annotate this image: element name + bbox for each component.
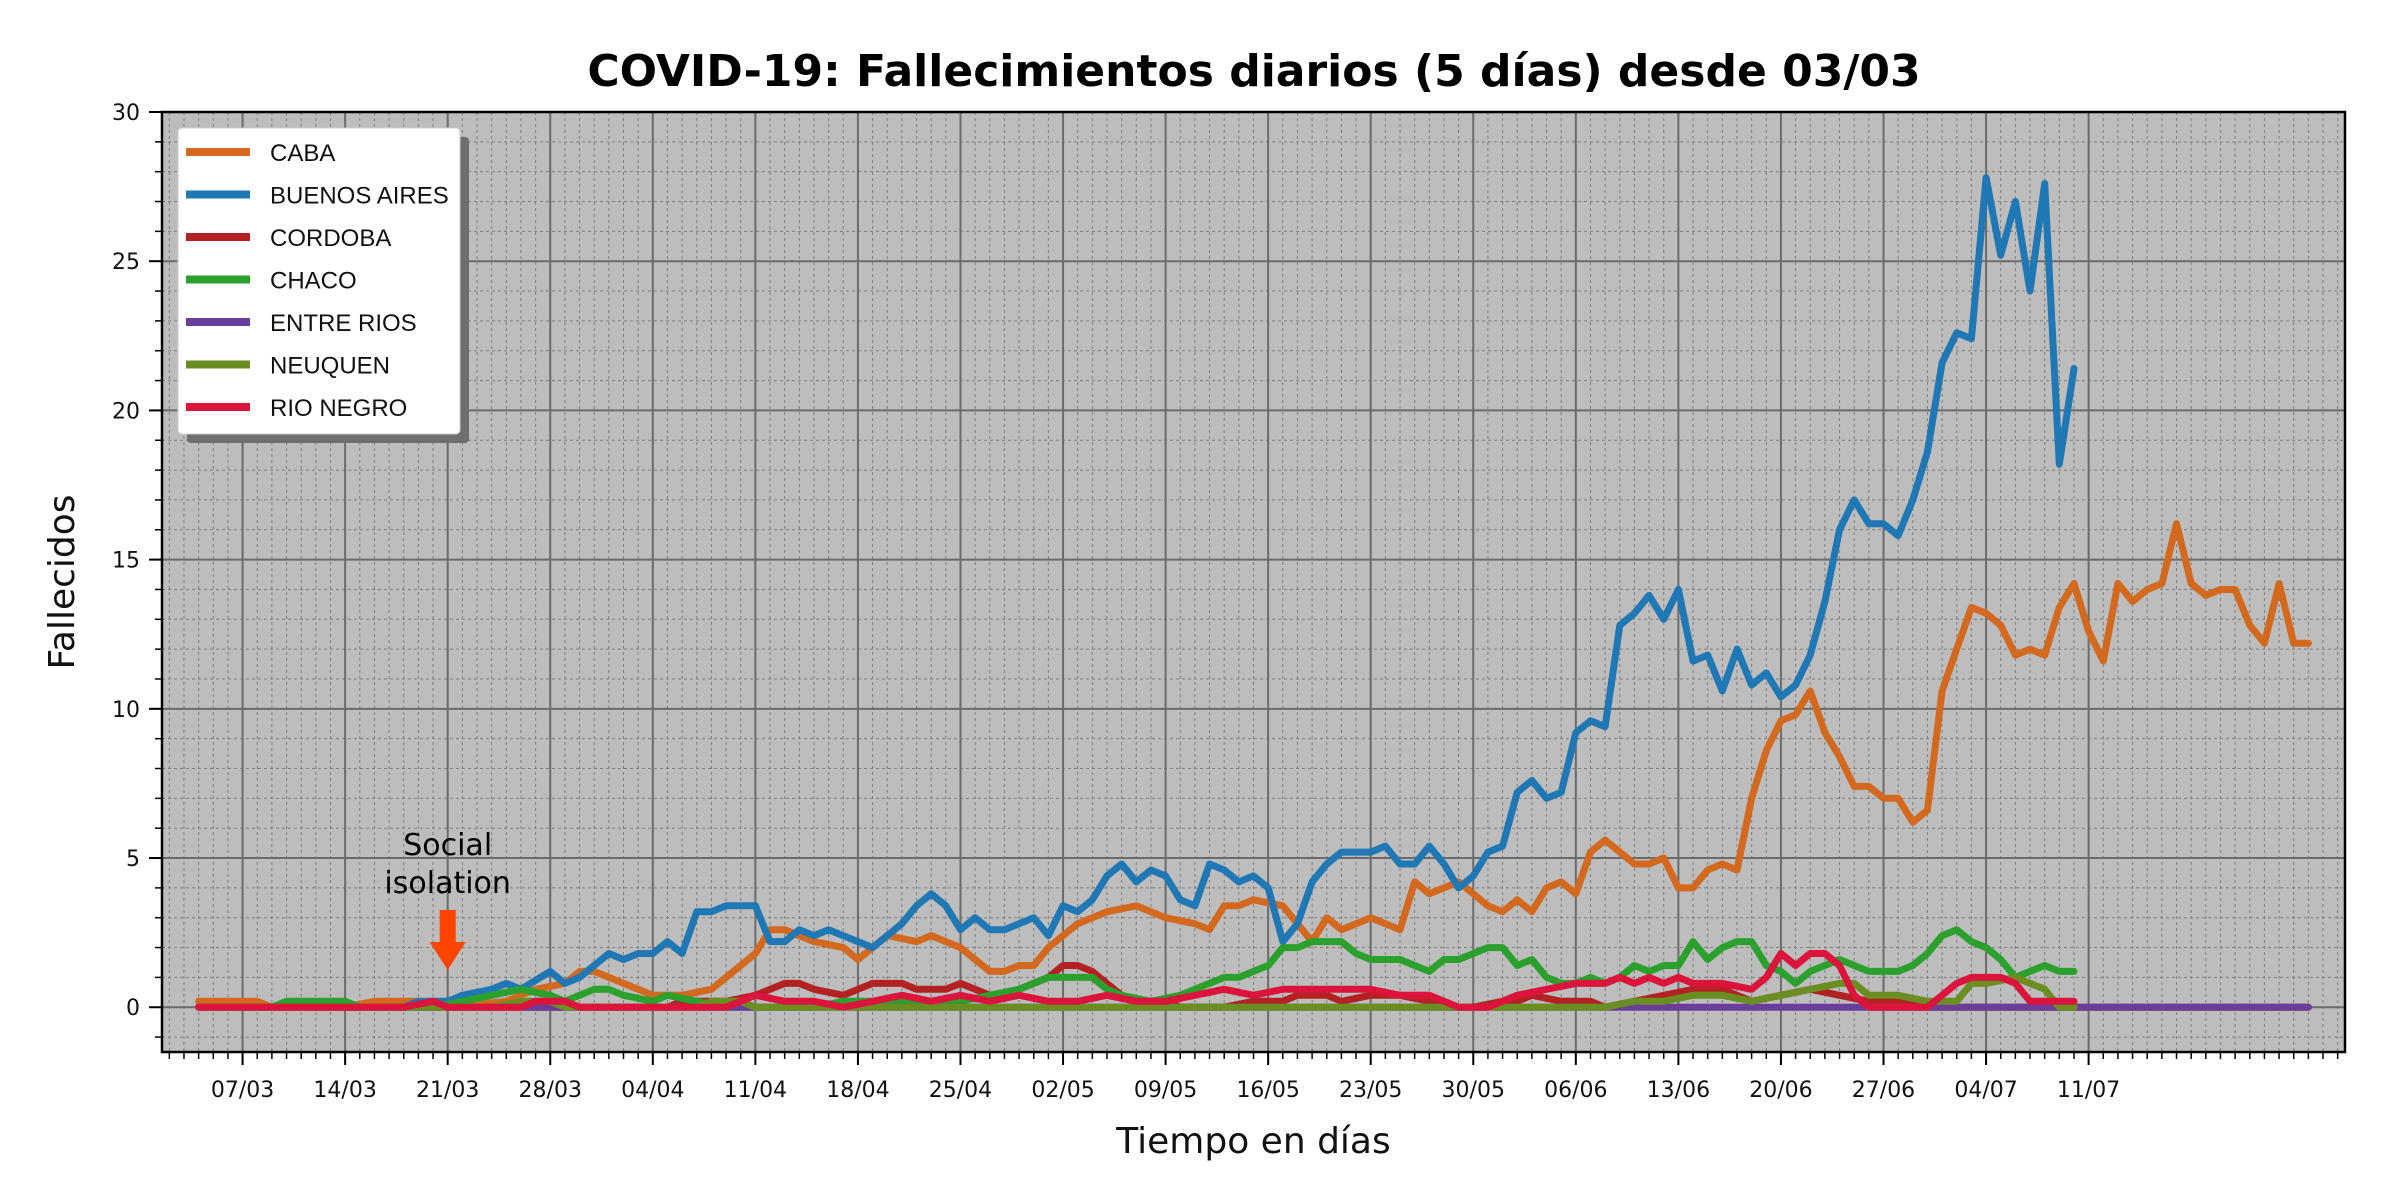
x-tick-label: 13/06 [1647,1078,1710,1103]
series-line-chaco [195,926,2078,1011]
series-line-caba [195,520,2312,1011]
legend-box [177,127,461,435]
x-tick-label: 11/04 [724,1078,787,1103]
chart-title: COVID-19: Fallecimientos diarios (5 días… [587,46,1920,97]
x-tick-label: 06/06 [1544,1078,1607,1103]
x-tick-label: 23/05 [1339,1078,1402,1103]
down-arrow-icon [429,910,466,970]
annotation: Social isolation [384,828,511,970]
series-line-buenos-aires [195,174,2078,1011]
legend-label: CHACO [270,268,357,295]
legend: CABA BUENOS AIRES CORDOBA CHACO ENTRE RIOS NE… [177,127,469,443]
x-tick-label: 25/04 [929,1078,992,1103]
x-tick-label: 04/07 [1954,1078,2017,1103]
x-tick-label: 07/03 [211,1078,274,1103]
x-tick-label: 21/03 [416,1078,479,1103]
legend-label: RIO NEGRO [270,395,407,422]
x-tick-label: 14/03 [313,1078,376,1103]
annotation-text-line1: Social [403,828,492,863]
y-axis-label: Fallecidos [42,494,83,669]
x-tick-label: 02/05 [1031,1078,1094,1103]
x-tick-label: 28/03 [519,1078,582,1103]
legend-label: CABA [270,140,335,167]
y-tick-label: 0 [126,996,140,1021]
y-tick-label: 25 [112,250,140,275]
legend-label: NEUQUEN [270,353,390,380]
x-tick-label: 04/04 [621,1078,684,1103]
y-tick-label: 10 [112,698,140,723]
x-tick-label: 16/05 [1236,1078,1299,1103]
legend-label: BUENOS AIRES [270,183,449,210]
legend-label: ENTRE RIOS [270,310,417,337]
x-tick-label: 20/06 [1749,1078,1812,1103]
series-line-rio-negro [195,950,2078,1011]
x-tick-label: 11/07 [2057,1078,2120,1103]
legend-label: CORDOBA [270,225,391,252]
y-tick-label: 20 [112,399,140,424]
y-tick-label: 30 [112,101,140,126]
annotation-text-line2: isolation [384,866,511,901]
y-tick-label: 15 [112,549,140,574]
x-tick-label: 09/05 [1134,1078,1197,1103]
x-tick-label: 30/05 [1442,1078,1505,1103]
x-tick-label: 18/04 [826,1078,889,1103]
x-axis-label: Tiempo en días [1115,1121,1391,1162]
y-tick-label: 5 [126,847,140,872]
x-tick-label: 27/06 [1852,1078,1915,1103]
series-lines [195,174,2312,1011]
axes: 07/03 14/03 21/03 28/03 04/04 11/04 18/04 25/04… [112,101,2339,1103]
